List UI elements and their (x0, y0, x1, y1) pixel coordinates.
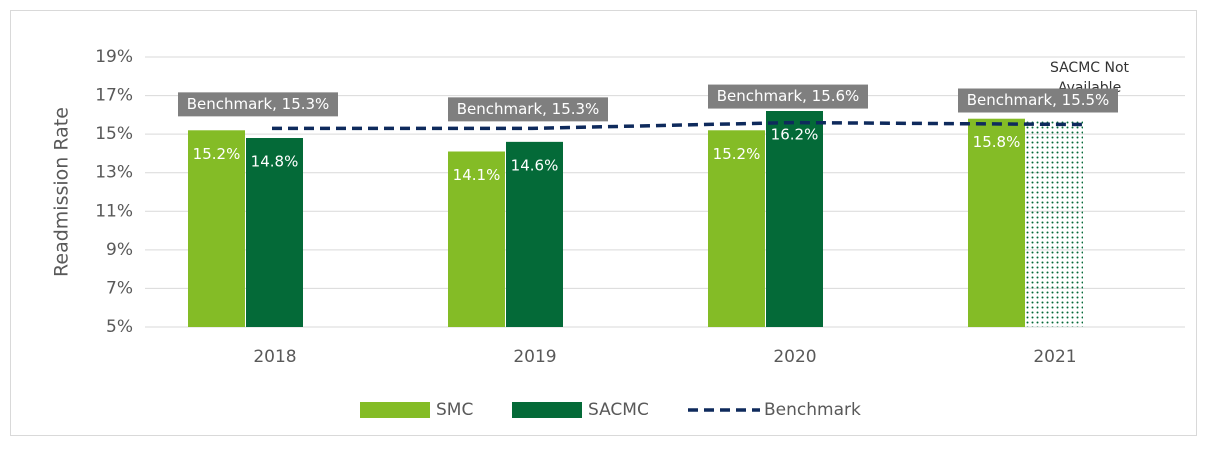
data-label: 14.6% (511, 156, 559, 174)
y-tick-label: 15% (95, 124, 133, 144)
y-tick-label: 11% (95, 201, 133, 221)
data-label: Benchmark, 15.3% (187, 95, 330, 113)
bar (188, 130, 245, 327)
y-tick-label: 9% (106, 240, 133, 260)
y-axis-title: Readmission Rate (51, 107, 73, 277)
benchmark-label: Benchmark, 15.6% (708, 84, 868, 109)
data-label: 15.2% (193, 145, 241, 163)
x-tick-label: 2019 (513, 347, 556, 367)
x-tick-label: 2020 (773, 347, 816, 367)
bar (766, 111, 823, 327)
data-label: Benchmark, 15.3% (457, 100, 600, 118)
label-box (708, 84, 868, 109)
legend-label: Benchmark (764, 400, 861, 420)
data-label: 15.2% (713, 145, 761, 163)
data-label: Benchmark, 15.5% (967, 91, 1110, 109)
label-box (448, 97, 608, 122)
benchmark-label: Benchmark, 15.5% (958, 88, 1118, 113)
x-tick-label: 2018 (253, 347, 296, 367)
y-tick-label: 7% (106, 278, 133, 298)
bar (246, 138, 303, 327)
annotation: SACMC Not (1050, 60, 1130, 76)
y-tick-label: 19% (95, 47, 133, 67)
benchmark-label: Benchmark, 15.3% (178, 92, 338, 117)
bar (708, 130, 765, 327)
not-available-bar (1026, 118, 1083, 327)
data-label: 15.8% (973, 133, 1021, 151)
y-tick-label: 17% (95, 86, 133, 106)
data-label: 14.1% (453, 166, 501, 184)
label-box (958, 88, 1118, 113)
data-label: 16.2% (771, 126, 819, 144)
bar (506, 141, 563, 327)
y-tick-label: 13% (95, 163, 133, 183)
x-tick-label: 2021 (1033, 347, 1076, 367)
benchmark-label: Benchmark, 15.3% (448, 97, 608, 122)
data-label: Benchmark, 15.6% (717, 87, 860, 105)
legend-swatch (512, 402, 582, 418)
chart-border (10, 10, 1197, 436)
bar (968, 118, 1025, 327)
bar (448, 151, 505, 327)
legend-label: SMC (436, 400, 473, 420)
y-tick-label: 5% (106, 317, 133, 337)
benchmark-line (272, 120, 1083, 131)
label-box (178, 92, 338, 117)
legend-label: SACMC (588, 400, 649, 420)
legend-swatch (360, 402, 430, 418)
data-label: 14.8% (251, 153, 299, 171)
